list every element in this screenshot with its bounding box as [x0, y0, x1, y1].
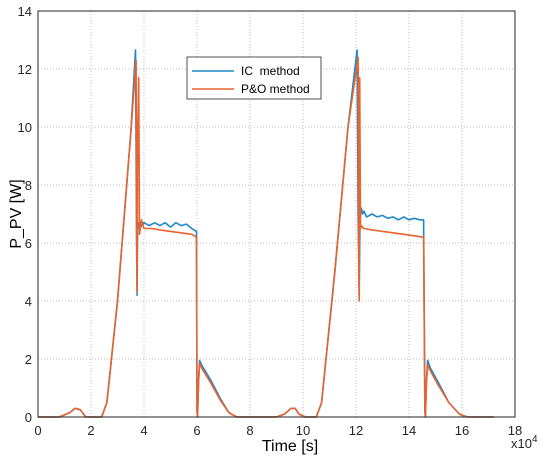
x-tick-label: 12 — [349, 423, 363, 438]
y-tick-label: 12 — [18, 62, 32, 77]
x-axis-label: Time [s] — [262, 438, 318, 455]
y-tick-labels: 0 2 4 6 8 10 12 14 — [18, 4, 32, 425]
y-tick-label: 10 — [18, 120, 32, 135]
x-tick-label: 16 — [455, 423, 469, 438]
legend: IC method P&O method — [186, 56, 322, 100]
plot-frame — [37, 10, 516, 418]
x-tick-label: 6 — [193, 423, 200, 438]
y-tick-label: 0 — [25, 410, 32, 425]
y-tick-label: 2 — [25, 352, 32, 367]
x-tick-label: 0 — [34, 423, 41, 438]
x-exponent-base: x10 — [511, 436, 532, 451]
legend-label-po: P&O method — [241, 82, 310, 96]
legend-box — [186, 56, 322, 100]
y-tick-label: 8 — [25, 178, 32, 193]
x-tick-label: 18 — [508, 423, 522, 438]
x-tick-label: 4 — [140, 423, 147, 438]
x-tick-label: 2 — [87, 423, 94, 438]
x-tick-labels: 0 2 4 6 8 10 12 14 16 18 — [34, 423, 522, 438]
y-tick-label: 14 — [18, 4, 32, 19]
y-axis-label: P_PV [W] — [8, 179, 25, 248]
x-tick-label: 8 — [246, 423, 253, 438]
y-tick-label: 4 — [25, 294, 32, 309]
x-tick-label: 14 — [402, 423, 416, 438]
y-tick-label: 6 — [25, 236, 32, 251]
x-exponent-power: 4 — [532, 434, 538, 445]
x-tick-label: 10 — [296, 423, 310, 438]
legend-label-ic: IC method — [241, 64, 300, 78]
x-exponent-label: x104 — [511, 434, 538, 451]
